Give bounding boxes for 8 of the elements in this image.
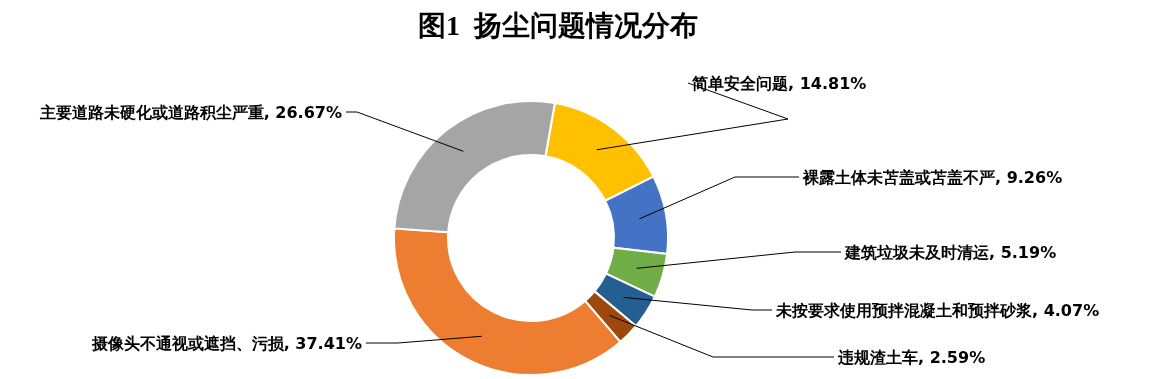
slice-label: 主要道路未硬化或道路积尘严重, 26.67% <box>38 102 342 122</box>
slice-label: 违规渣土车, 2.59% <box>837 347 986 367</box>
slice-label: 简单安全问题, 14.81% <box>691 73 867 93</box>
slice-label: 裸露土体未苫盖或苫盖不严, 9.26% <box>802 167 1063 187</box>
slice-label: 未按要求使用预拌混凝土和预拌砂浆, 4.07% <box>775 300 1100 320</box>
slice-label: 建筑垃圾未及时清运, 5.19% <box>843 242 1057 262</box>
slice-label: 摄像头不通视或遮挡、污损, 37.41% <box>90 333 362 353</box>
chart-title: 图1 扬尘问题情况分布 <box>418 9 698 41</box>
